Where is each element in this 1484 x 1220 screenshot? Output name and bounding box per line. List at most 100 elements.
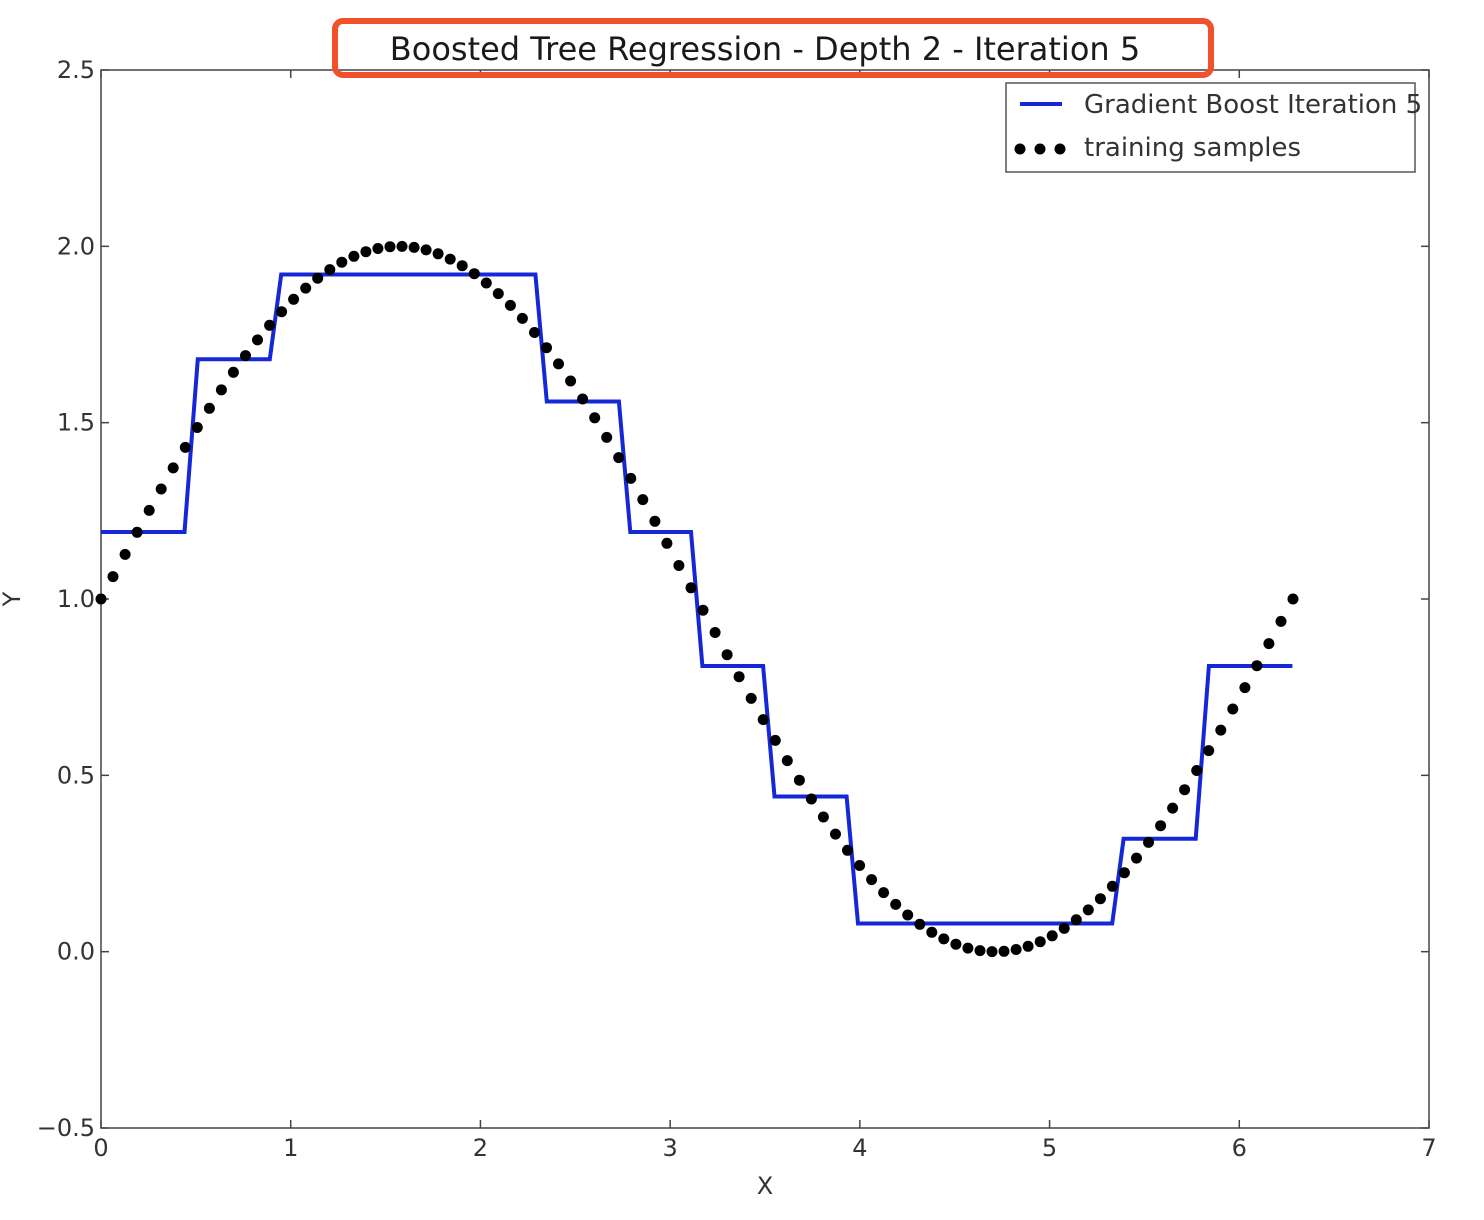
y-tick-label: 2.0 <box>57 232 95 260</box>
sample-point <box>288 293 300 305</box>
sample-point <box>673 560 685 571</box>
sample-point <box>1251 660 1263 672</box>
sample-point <box>324 264 336 276</box>
legend-dot-swatch <box>1054 143 1066 155</box>
y-tick-label: −0.5 <box>37 1114 95 1142</box>
sample-point <box>745 692 757 704</box>
sample-point <box>191 422 203 433</box>
x-tick-label: 3 <box>663 1134 678 1162</box>
sample-point <box>1046 930 1058 942</box>
sample-point <box>179 441 191 453</box>
sample-point <box>240 350 251 362</box>
sample-point <box>974 945 986 957</box>
sample-point <box>1106 880 1118 892</box>
sample-point <box>1179 784 1191 796</box>
sample-point <box>998 945 1010 957</box>
fit-line-layer <box>101 272 1293 926</box>
sample-point <box>348 250 360 262</box>
sample-point <box>577 393 589 405</box>
sample-point <box>516 312 528 324</box>
sample-point <box>1155 820 1167 832</box>
sample-point <box>480 277 492 289</box>
sample-point <box>757 714 769 726</box>
sample-point <box>1215 724 1227 736</box>
sample-point <box>215 384 227 396</box>
sample-point <box>637 494 649 506</box>
legend-label-fit: Gradient Boost Iteration 5 <box>1084 90 1422 120</box>
sample-point <box>1131 852 1142 864</box>
sample-point <box>601 431 613 443</box>
sample-point <box>962 942 974 954</box>
sample-point <box>119 548 131 560</box>
sample-point <box>721 649 733 661</box>
sample-point <box>276 306 288 318</box>
sample-point <box>504 299 516 311</box>
sample-point <box>1082 904 1094 916</box>
legend-label-samples: training samples <box>1084 133 1301 163</box>
x-tick-label: 6 <box>1232 1134 1247 1162</box>
ticks: 0 1 2 3 4 5 6 7 −0.5 0.0 0.5 1.0 1.5 2.0 2.5 <box>37 56 1437 1162</box>
x-tick-label: 5 <box>1042 1134 1057 1162</box>
x-tick-label: 0 <box>93 1134 108 1162</box>
sample-point <box>805 793 817 805</box>
x-tick-label: 7 <box>1421 1134 1436 1162</box>
samples-layer <box>95 240 1299 958</box>
x-tick-label: 2 <box>473 1134 488 1162</box>
sample-point <box>661 537 673 549</box>
sample-point <box>167 462 179 474</box>
sample-point <box>986 946 998 958</box>
sample-point <box>685 582 697 594</box>
sample-point <box>1167 802 1179 814</box>
y-tick-label: 1.5 <box>57 409 95 437</box>
sample-point <box>914 918 926 930</box>
sample-point <box>492 288 504 300</box>
legend: Gradient Boost Iteration 5 training samp… <box>1005 82 1422 173</box>
y-axis-label: Y <box>0 591 26 607</box>
sample-point <box>384 241 396 253</box>
sample-point <box>1034 936 1046 948</box>
sample-point <box>1094 893 1106 905</box>
sample-point <box>444 253 456 265</box>
series-line-gradient-boost <box>101 272 1293 926</box>
sample-point <box>902 909 914 921</box>
sample-point <box>468 268 480 280</box>
sample-point <box>565 375 577 387</box>
sample-point <box>408 241 420 253</box>
sample-point <box>938 933 950 945</box>
sample-point <box>1203 745 1215 757</box>
sample-point <box>264 319 276 331</box>
sample-point <box>866 874 878 886</box>
sample-point <box>1239 682 1251 694</box>
sample-point <box>1143 836 1154 848</box>
sample-point <box>432 248 444 260</box>
sample-point <box>1263 638 1275 650</box>
sample-point <box>625 472 637 484</box>
sample-point <box>252 334 263 346</box>
sample-point <box>697 604 709 616</box>
chart-title: Boosted Tree Regression - Depth 2 - Iter… <box>390 30 1140 68</box>
x-axis-label: X <box>757 1172 773 1200</box>
sample-point <box>1118 867 1130 879</box>
sample-point <box>1227 703 1239 715</box>
sample-point <box>541 342 552 354</box>
y-tick-label: 1.0 <box>57 585 95 613</box>
sample-point <box>733 671 745 683</box>
sample-point <box>456 260 468 272</box>
sample-point <box>396 240 408 252</box>
sample-point <box>1070 914 1082 926</box>
sample-point <box>107 571 119 583</box>
legend-dot-swatch <box>1014 143 1026 155</box>
sample-point <box>613 452 625 464</box>
sample-point <box>1287 593 1299 605</box>
sample-point <box>950 938 962 950</box>
sample-point <box>227 366 239 378</box>
sample-point <box>553 358 564 370</box>
sample-point <box>336 256 348 268</box>
x-tick-label: 4 <box>852 1134 867 1162</box>
sample-point <box>1022 940 1034 952</box>
sample-point <box>360 246 372 258</box>
sample-point <box>854 860 866 871</box>
x-tick-label: 1 <box>283 1134 298 1162</box>
sample-point <box>529 327 540 338</box>
